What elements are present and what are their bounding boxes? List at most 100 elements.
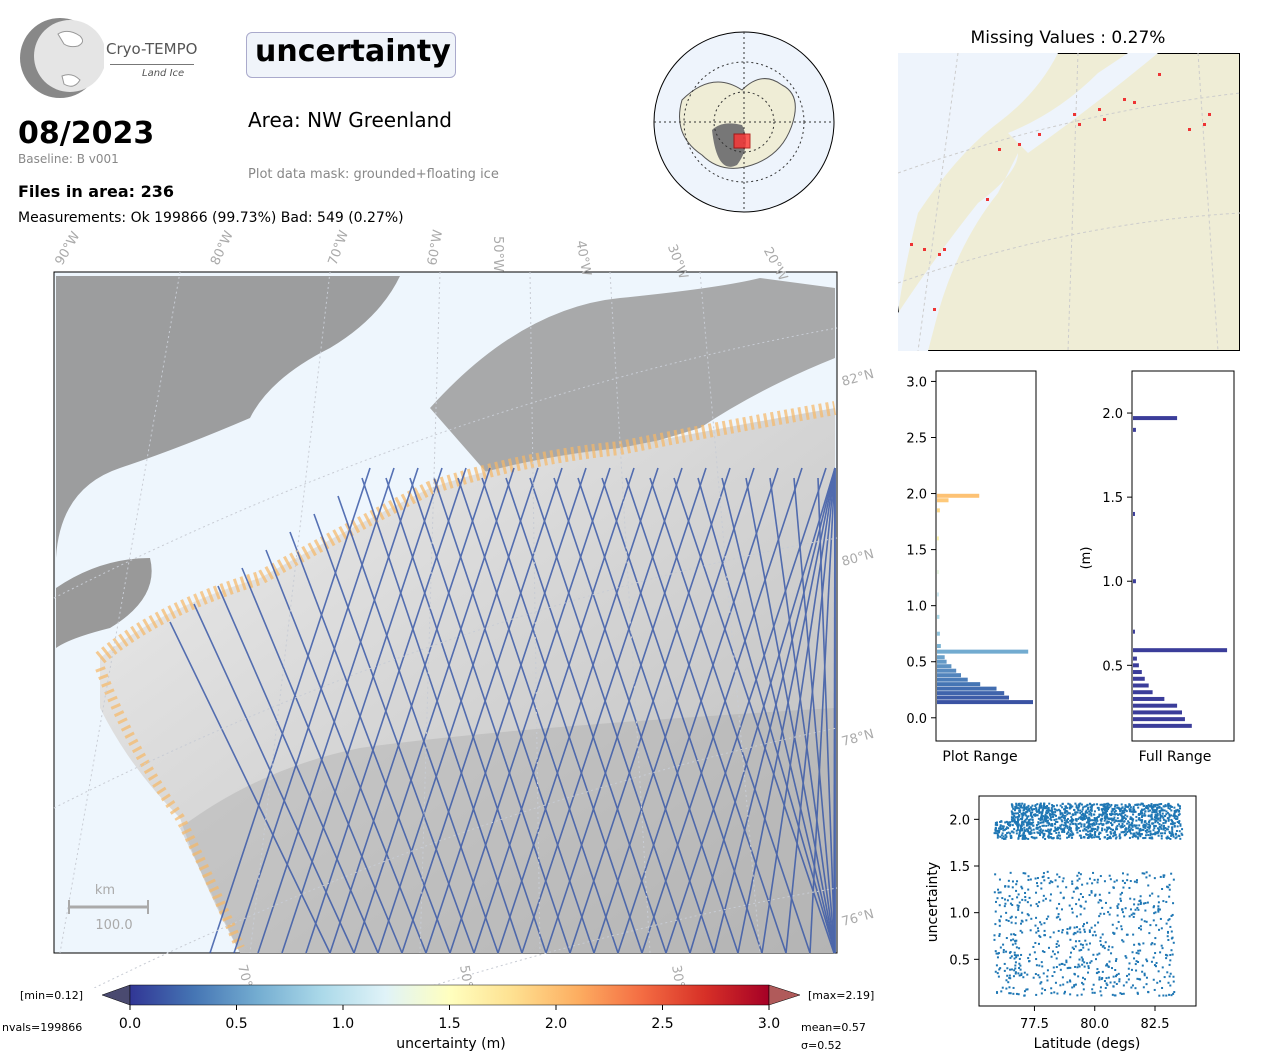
lon-label-bottom: 50°W <box>456 964 477 988</box>
scatter-point <box>1024 834 1027 837</box>
scatter-point <box>1076 811 1079 814</box>
scatter-point <box>1134 803 1137 806</box>
scatter-point <box>1034 805 1037 808</box>
scatter-point <box>1081 808 1084 811</box>
scatter-point <box>1030 832 1033 835</box>
scatter-point <box>1088 942 1091 945</box>
scatter-point <box>1123 882 1126 885</box>
scatter-point <box>1009 834 1012 837</box>
scatter-point <box>1114 831 1117 834</box>
scatter-point <box>1022 811 1025 814</box>
scatter-point <box>1045 817 1048 820</box>
scatter-point <box>1126 933 1129 936</box>
scatter-point <box>1077 871 1080 874</box>
scatter-point <box>1170 818 1173 821</box>
scatter-point <box>1003 905 1006 908</box>
scatter-point <box>1029 827 1032 830</box>
scatter-point <box>1016 823 1019 826</box>
scatter-point <box>1087 827 1090 830</box>
scatter-point <box>1095 821 1098 824</box>
scatter-point <box>1053 818 1056 821</box>
scatter-point <box>1023 971 1026 974</box>
scatter-point <box>1083 805 1086 808</box>
scatter-point <box>1042 899 1045 902</box>
scatter-point <box>1143 974 1146 977</box>
scatter-point <box>1050 807 1053 810</box>
scatter-point <box>1136 977 1139 980</box>
scatter-point <box>1068 904 1071 907</box>
scatter-point <box>1144 825 1147 828</box>
scatter-point <box>1073 985 1076 988</box>
scatter-point <box>1112 818 1115 821</box>
missing-point <box>998 148 1001 151</box>
scatter-point <box>1003 898 1006 901</box>
scatter-point <box>1052 813 1055 816</box>
scatter-point <box>1039 804 1042 807</box>
scatter-point <box>999 835 1002 838</box>
scatter-point <box>1125 974 1128 977</box>
scatter-point <box>1005 987 1008 990</box>
scatter-point <box>1157 818 1160 821</box>
scatter-point <box>1168 888 1171 891</box>
scatter-point <box>1025 828 1028 831</box>
scatter-point <box>1094 893 1097 896</box>
scatter-point <box>1040 811 1043 814</box>
scatter-point <box>1159 810 1162 813</box>
scatter-point <box>1055 916 1058 919</box>
scatter-point <box>1025 919 1028 922</box>
scatter-point <box>1081 959 1084 962</box>
hist-ytick: 2.0 <box>906 488 927 503</box>
colorbar-mean: mean=0.57 <box>801 1021 866 1034</box>
scatter-point <box>1015 889 1018 892</box>
ground-track <box>257 467 419 954</box>
scatter-point <box>1038 806 1041 809</box>
scatter-point <box>1173 825 1176 828</box>
scatter-point <box>1010 939 1013 942</box>
ground-track <box>385 477 547 954</box>
scatter-point <box>1040 961 1043 964</box>
scatter-point <box>1081 816 1084 819</box>
scatter-point <box>1172 878 1175 881</box>
scatter-point <box>1024 895 1027 898</box>
scatter-point <box>1057 929 1060 932</box>
scatter-point <box>1063 814 1066 817</box>
scatter-point <box>1150 814 1153 817</box>
scatter-point <box>1050 987 1053 990</box>
scatter-point <box>1080 803 1083 806</box>
scatter-point <box>1067 835 1070 838</box>
scatter-point <box>1151 806 1154 809</box>
scatter-point <box>1127 820 1130 823</box>
scatter-point <box>1167 886 1170 889</box>
scatter-point <box>1168 830 1171 833</box>
scatter-point <box>1106 833 1109 836</box>
scatter-point <box>1139 819 1142 822</box>
scatter-point <box>1101 814 1104 817</box>
scatter-point <box>1128 808 1131 811</box>
scatter-point <box>1082 988 1085 991</box>
scatter-point <box>1080 836 1083 839</box>
scatter-point <box>1043 929 1046 932</box>
scatter-point <box>1047 828 1050 831</box>
scatter-point <box>1049 880 1052 883</box>
scatter-point <box>1070 816 1073 819</box>
hist-bar <box>1133 723 1192 728</box>
scatter-point <box>1033 836 1036 839</box>
scatter-point <box>1120 925 1123 928</box>
scatter-point <box>1011 886 1014 889</box>
scatter-point <box>1171 830 1174 833</box>
hist-bar <box>937 664 952 669</box>
hist-bar <box>1133 670 1142 675</box>
scatter-point <box>1029 813 1032 816</box>
scatter-point <box>1090 827 1093 830</box>
scatter-point <box>1092 819 1095 822</box>
scatter-point <box>1102 807 1105 810</box>
scatter-point <box>1053 830 1056 833</box>
scatter-point <box>1135 960 1138 963</box>
scatter-point <box>1148 874 1151 877</box>
scatter-point <box>1065 886 1068 889</box>
scatter-point <box>1063 829 1066 832</box>
scatter-point <box>1061 806 1064 809</box>
scatter-point <box>1039 830 1042 833</box>
scatter-point <box>1139 903 1142 906</box>
scatter-point <box>1036 831 1039 834</box>
